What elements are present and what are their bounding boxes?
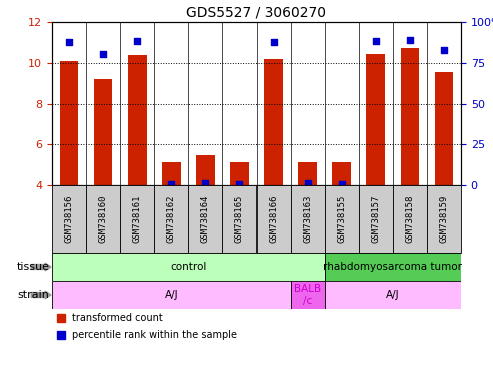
Bar	[154, 185, 188, 253]
Text: GSM738155: GSM738155	[337, 195, 346, 243]
Text: control: control	[170, 262, 207, 272]
Text: GSM738160: GSM738160	[99, 195, 107, 243]
Text: percentile rank within the sample: percentile rank within the sample	[72, 330, 237, 340]
Point	[65, 39, 73, 45]
Bar	[230, 162, 249, 185]
Bar	[325, 281, 461, 309]
Text: GSM738163: GSM738163	[303, 195, 312, 243]
Text: GSM738159: GSM738159	[439, 195, 449, 243]
Bar	[222, 185, 256, 253]
Bar	[332, 162, 351, 185]
Bar	[435, 72, 454, 185]
Point	[167, 181, 175, 187]
Bar	[196, 156, 215, 185]
Bar	[290, 281, 325, 309]
Text: A/J: A/J	[386, 290, 400, 300]
Point	[99, 51, 107, 57]
Bar	[52, 281, 290, 309]
Bar	[393, 185, 427, 253]
Text: BALB
/c: BALB /c	[294, 284, 321, 306]
Bar	[400, 48, 419, 185]
Point	[372, 38, 380, 45]
Bar	[120, 185, 154, 253]
Point	[440, 46, 448, 53]
Text: tissue: tissue	[17, 262, 49, 272]
Bar	[52, 185, 86, 253]
Bar	[52, 253, 325, 281]
Title: GDS5527 / 3060270: GDS5527 / 3060270	[186, 5, 326, 20]
Bar	[60, 61, 78, 185]
Point	[338, 181, 346, 187]
Text: GSM738158: GSM738158	[405, 195, 415, 243]
Bar	[366, 54, 385, 185]
Bar	[94, 79, 112, 185]
Text: GSM738161: GSM738161	[133, 195, 141, 243]
Text: strain: strain	[18, 290, 49, 300]
Bar	[359, 185, 393, 253]
Bar	[290, 185, 325, 253]
Bar	[427, 185, 461, 253]
Text: GSM738164: GSM738164	[201, 195, 210, 243]
Bar	[298, 162, 317, 185]
Bar	[188, 185, 222, 253]
Bar	[86, 185, 120, 253]
Text: GSM738156: GSM738156	[65, 195, 73, 243]
Bar	[264, 59, 283, 185]
Text: A/J: A/J	[165, 290, 178, 300]
Text: transformed count: transformed count	[72, 313, 163, 323]
Point	[202, 180, 210, 186]
Bar	[128, 55, 146, 185]
Bar	[325, 185, 359, 253]
Text: GSM738157: GSM738157	[371, 195, 380, 243]
Bar	[325, 253, 461, 281]
Point	[406, 37, 414, 43]
Bar	[256, 185, 290, 253]
Point	[304, 180, 312, 186]
Text: GSM738165: GSM738165	[235, 195, 244, 243]
Point	[133, 38, 141, 45]
Text: GSM738166: GSM738166	[269, 195, 278, 243]
Point	[236, 181, 244, 187]
Bar	[162, 162, 180, 185]
Text: rhabdomyosarcoma tumor: rhabdomyosarcoma tumor	[323, 262, 462, 272]
Point	[270, 39, 278, 45]
Text: GSM738162: GSM738162	[167, 195, 176, 243]
